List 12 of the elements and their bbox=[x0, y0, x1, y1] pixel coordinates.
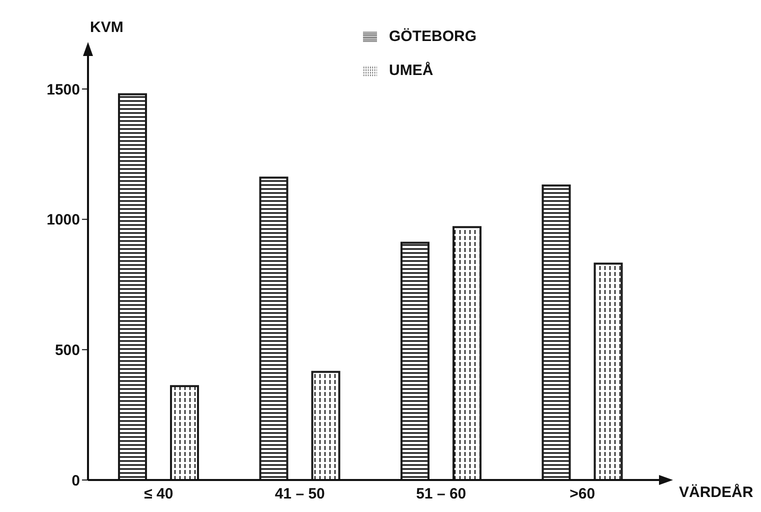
x-tick-label: ≤ 40 bbox=[144, 486, 174, 503]
y-tick-label: 0 bbox=[72, 472, 80, 490]
y-tick-label: 1500 bbox=[46, 81, 80, 98]
x-tick-label: >60 bbox=[570, 486, 596, 503]
x-tick-label: 51 – 60 bbox=[416, 486, 466, 503]
legend-label: UMEÅ bbox=[389, 62, 434, 79]
y-tick-label: 1000 bbox=[46, 212, 80, 229]
y-axis-title: KVM bbox=[90, 19, 124, 36]
y-tick-label: 500 bbox=[54, 342, 80, 359]
x-tick-label: 41 – 50 bbox=[274, 486, 325, 503]
legend-label: GÖTEBORG bbox=[389, 28, 477, 45]
x-axis-title: VÄRDEÅR bbox=[679, 483, 754, 501]
